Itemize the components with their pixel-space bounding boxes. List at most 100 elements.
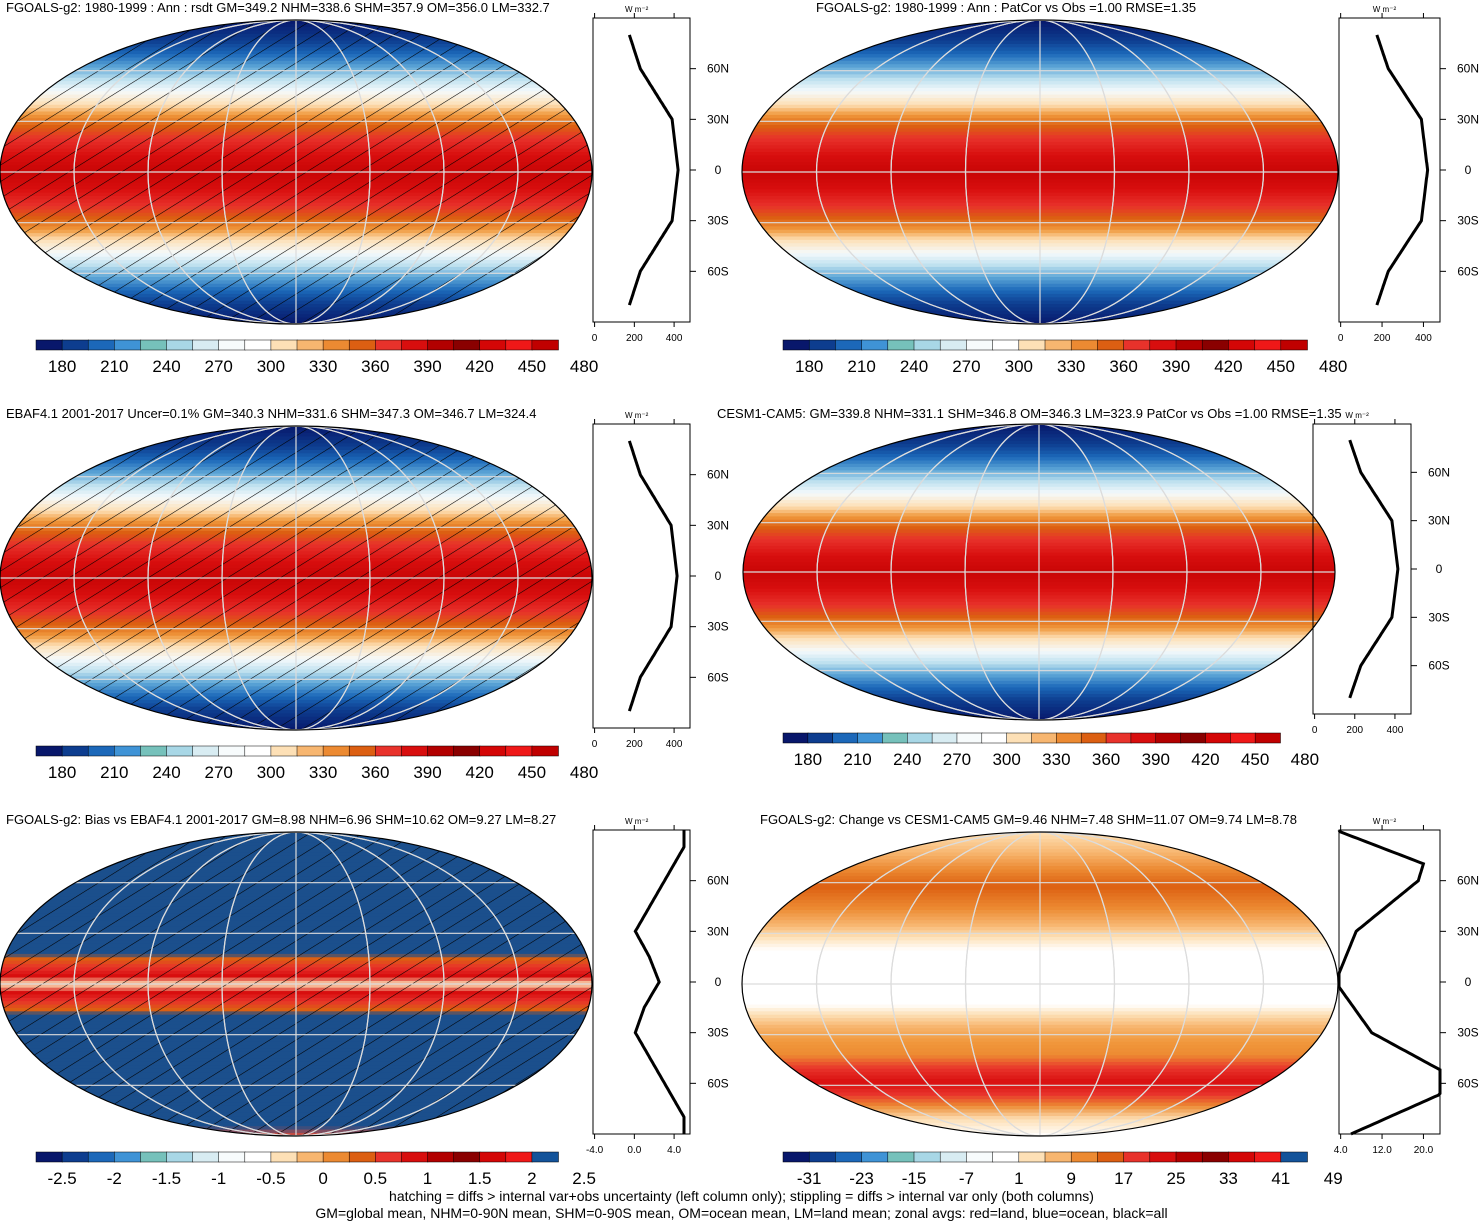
panel-chart: 60N 30N 0 30S 60S 0 200 400 W m⁻² 180 210 240 270 300…: [0, 411, 729, 782]
colorbar-label: 300: [992, 750, 1020, 769]
colorbar-swatch: [939, 1151, 968, 1163]
lat-tick-label: 60N: [1428, 465, 1450, 479]
panel-change: FGOALS-g2: Change vs CESM1-CAM5 GM=9.46 …: [741, 812, 1483, 1217]
colorbar-label: 41: [1271, 1169, 1290, 1188]
colorbar-swatch: [956, 732, 983, 744]
colorbar-label: 240: [893, 750, 921, 769]
panel-model-climatology: FGOALS-g2: 1980-1999 : Ann : rsdt GM=349…: [0, 0, 740, 405]
colorbar-label: 180: [48, 763, 76, 782]
colorbar-swatch: [1123, 339, 1151, 351]
panel-bias: FGOALS-g2: Bias vs EBAF4.1 2001-2017 GM=…: [0, 812, 740, 1217]
meridian-line: [815, 20, 1265, 324]
meridian-line: [890, 832, 1190, 1136]
colorbar-swatch: [1080, 732, 1107, 744]
colorbar-swatch: [401, 745, 429, 757]
panel-chart: 60N 30N 0 30S 60S 4.0 12.0 20.0 W m⁻² -31 -23 -15 -7…: [741, 817, 1479, 1188]
colorbar-label: 330: [1057, 357, 1085, 376]
colorbar-swatch: [832, 732, 859, 744]
colorbar-swatch: [270, 339, 298, 351]
colorbar-swatch: [218, 339, 246, 351]
colorbar-label: 1.5: [468, 1169, 492, 1188]
colorbar-swatch: [427, 339, 455, 351]
meridian-line: [73, 832, 519, 1136]
colorbar-label: 1: [423, 1169, 432, 1188]
colorbar-label: 450: [518, 357, 546, 376]
colorbar-swatch: [140, 1151, 168, 1163]
lat-tick-label: 0: [1436, 562, 1443, 576]
colorbar-swatch: [244, 745, 272, 757]
colorbar-swatch: [348, 745, 377, 757]
zonal-mean-curve: [627, 440, 679, 712]
lat-tick-label: 30S: [707, 1026, 728, 1040]
colorbar-swatch: [907, 732, 933, 744]
colorbar-swatch: [808, 339, 837, 351]
meridian-line: [890, 424, 1188, 720]
map-border: [0, 831, 593, 1137]
colorbar-label: 210: [100, 763, 128, 782]
colorbar-label: -7: [959, 1169, 974, 1188]
colorbar-swatch: [348, 1151, 377, 1163]
colorbar-label: 270: [205, 763, 233, 782]
x-tick-label: 0: [1312, 725, 1318, 736]
colorbar-swatch: [35, 339, 63, 351]
x-tick-label: 20.0: [1414, 1145, 1434, 1156]
colorbar-swatch: [531, 1151, 559, 1163]
colorbar-label: 9: [1066, 1169, 1075, 1188]
x-tick-label: 200: [1346, 725, 1363, 736]
colorbar-swatch: [61, 1151, 89, 1163]
panel-title: CESM1-CAM5: GM=339.8 NHM=331.1 SHM=346.8…: [717, 406, 1342, 421]
colorbar-label: -1: [211, 1169, 226, 1188]
x-tick-label: 0.0: [627, 1145, 641, 1156]
x-tick-label: 4.0: [1334, 1145, 1348, 1156]
colorbar-swatch: [1044, 1151, 1072, 1163]
colorbar-label: 480: [570, 763, 598, 782]
colorbar-swatch: [401, 1151, 429, 1163]
x-tick-label: 12.0: [1372, 1145, 1392, 1156]
colorbar-swatch: [939, 339, 968, 351]
meridian-line: [147, 20, 445, 324]
x-tick-label: -4.0: [586, 1145, 604, 1156]
lat-tick-label: 30S: [707, 214, 728, 228]
colorbar-swatch: [857, 732, 884, 744]
meridian-line: [73, 426, 519, 730]
meridian-line: [147, 832, 445, 1136]
panel-title: FGOALS-g2: 1980-1999 : Ann : rsdt GM=349…: [6, 0, 550, 15]
lat-tick-label: 30N: [707, 518, 729, 532]
zonal-unit-label: W m⁻²: [1373, 5, 1397, 14]
meridian-line: [964, 832, 1116, 1136]
zonal-mean-curve: [627, 34, 680, 306]
panel-title: FGOALS-g2: 1980-1999 : Ann : PatCor vs O…: [816, 0, 1197, 15]
zonal-unit-label: W m⁻²: [1373, 817, 1397, 826]
colorbar-swatch: [61, 339, 89, 351]
colorbar-label: 360: [361, 763, 389, 782]
colorbar-label: 390: [1142, 750, 1170, 769]
map: [0, 832, 592, 1136]
colorbar-label: 2.5: [572, 1169, 596, 1188]
colorbar-swatch: [244, 1151, 272, 1163]
zonal-plot-frame: [592, 423, 691, 729]
colorbar-label: -1.5: [152, 1169, 181, 1188]
colorbar-swatch: [913, 339, 941, 351]
colorbar-swatch: [1254, 339, 1282, 351]
colorbar-label: 330: [309, 763, 337, 782]
colorbar-label: 450: [1241, 750, 1269, 769]
colorbar-label: 300: [257, 357, 285, 376]
lat-tick-label: 60S: [1457, 264, 1478, 278]
colorbar-label: 420: [466, 357, 494, 376]
colorbar-swatch: [348, 339, 377, 351]
map: [743, 424, 1335, 720]
colorbar-swatch: [1205, 732, 1232, 744]
colorbar-label: -2.5: [47, 1169, 76, 1188]
colorbar-swatch: [453, 1151, 481, 1163]
meridian-line: [73, 20, 519, 324]
colorbar-swatch: [114, 339, 142, 351]
x-tick-label: 400: [666, 739, 683, 750]
zonal-mean-curve: [1375, 34, 1430, 306]
lat-tick-label: 60N: [707, 468, 729, 482]
colorbar-label: 360: [1109, 357, 1137, 376]
colorbar-swatch: [87, 745, 116, 757]
zonal-plot-frame: [592, 829, 691, 1135]
colorbar-swatch: [782, 1151, 810, 1163]
colorbar-label: 480: [1291, 750, 1319, 769]
colorbar-swatch: [1031, 732, 1058, 744]
